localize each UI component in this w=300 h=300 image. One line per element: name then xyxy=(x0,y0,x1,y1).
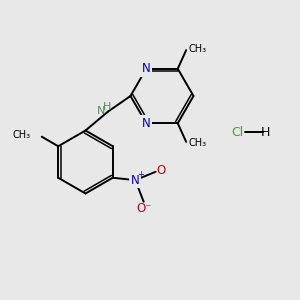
Text: +: + xyxy=(137,170,144,179)
Text: CH₃: CH₃ xyxy=(12,130,30,140)
Text: N: N xyxy=(142,62,151,75)
Text: CH₃: CH₃ xyxy=(188,44,207,54)
Text: CH₃: CH₃ xyxy=(188,138,207,148)
Text: N: N xyxy=(142,117,151,130)
Text: H: H xyxy=(103,101,111,112)
Text: H: H xyxy=(261,125,270,139)
Text: N: N xyxy=(131,174,140,187)
Text: N: N xyxy=(97,106,106,116)
Text: O: O xyxy=(157,164,166,177)
Text: O⁻: O⁻ xyxy=(136,202,152,215)
Text: Cl: Cl xyxy=(231,125,243,139)
